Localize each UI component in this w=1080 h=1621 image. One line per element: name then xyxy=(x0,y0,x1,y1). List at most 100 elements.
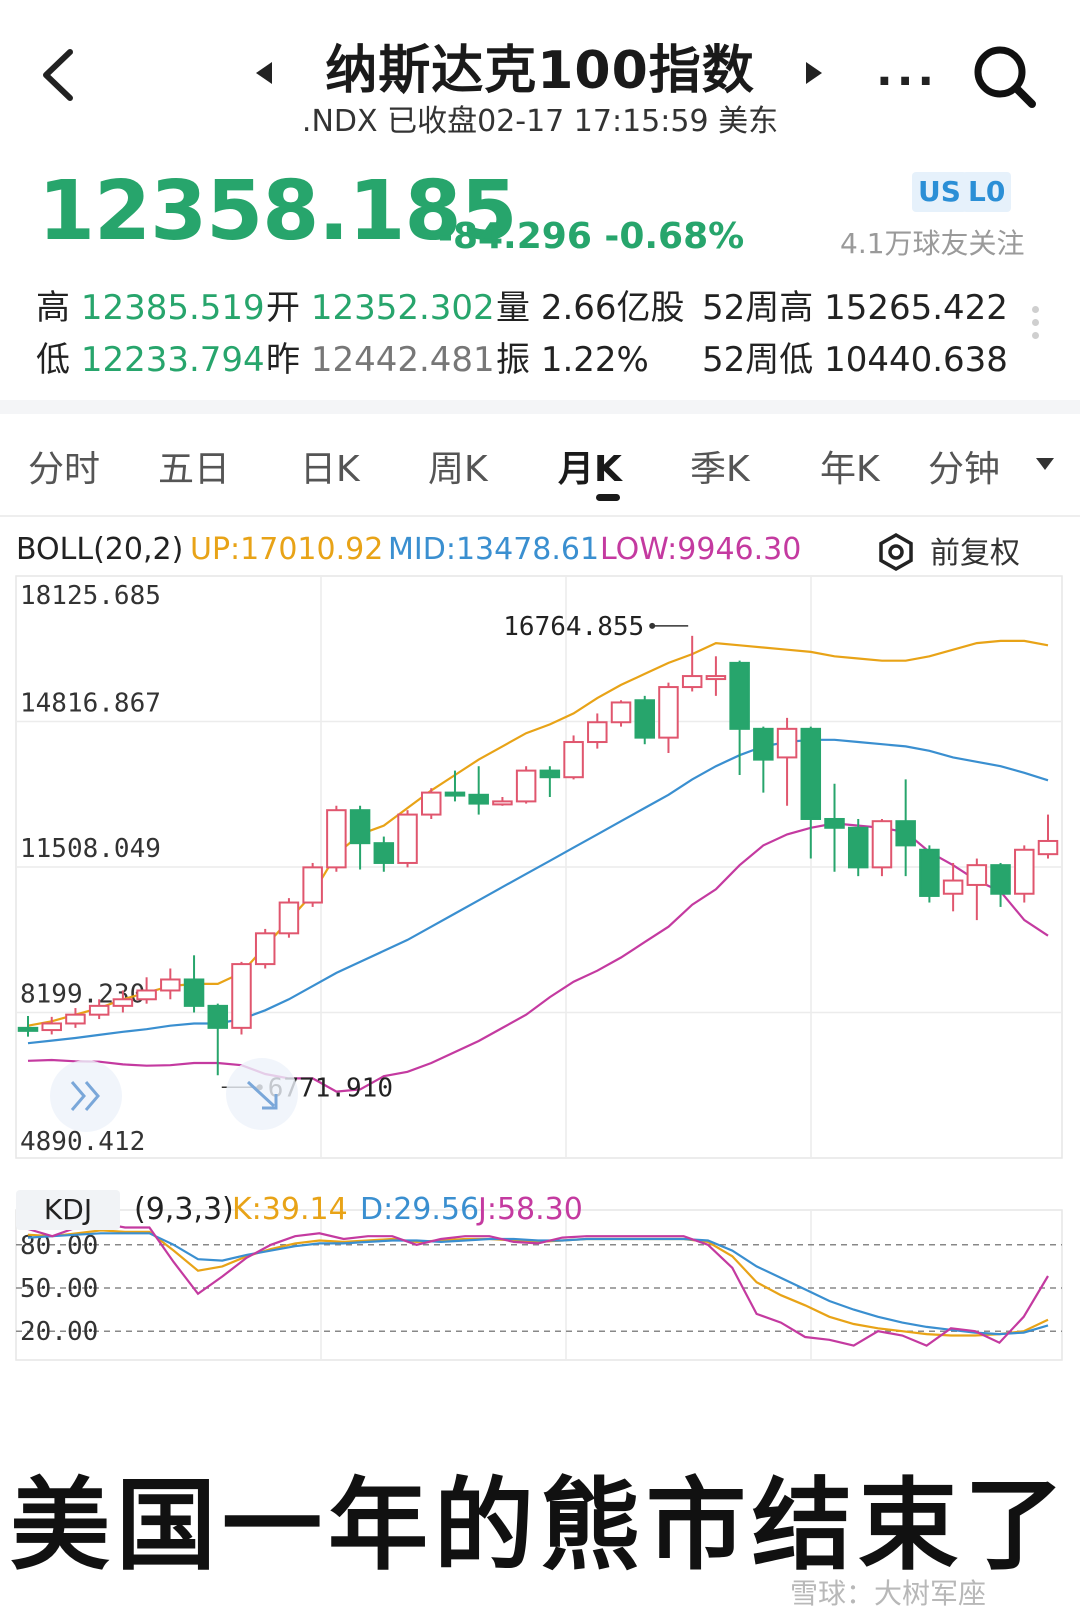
market-badge-us: US xyxy=(912,172,967,212)
stat-prev-close: 昨 12442.481 xyxy=(266,340,495,380)
candle-down xyxy=(895,820,916,847)
boll-upper-band xyxy=(27,639,1049,1027)
candle-up xyxy=(65,1013,86,1025)
followers-count: 4.1万球友关注 xyxy=(840,227,1025,260)
candle-down xyxy=(17,1026,39,1032)
kdj-j-value: J:58.30 xyxy=(478,1192,583,1227)
y-axis-tick-label: 14816.867 xyxy=(20,689,161,719)
more-options-icon[interactable]: ··· xyxy=(876,56,939,107)
tab-five-day[interactable]: 五日 xyxy=(158,449,231,490)
candle-up xyxy=(492,800,513,806)
candle-down xyxy=(373,842,395,864)
kdj-tick-label: 50.00 xyxy=(20,1274,98,1304)
candle-up xyxy=(160,978,181,992)
candle-down xyxy=(919,848,940,897)
candle-up xyxy=(112,998,134,1007)
previous-stock-arrow-icon[interactable] xyxy=(256,62,272,84)
candle-up xyxy=(942,879,964,895)
stat-low: 低 12233.794 xyxy=(36,340,265,380)
candle-up xyxy=(326,809,347,869)
candlestick-chart[interactable]: 18125.68514816.86711508.0498199.2304890.… xyxy=(0,570,1080,1370)
candle-down xyxy=(990,864,1011,895)
candle-down xyxy=(349,809,371,845)
stat-high: 高 12385.519 xyxy=(36,288,265,328)
search-icon[interactable] xyxy=(970,42,1042,114)
section-divider xyxy=(0,400,1080,414)
stat-52w-high: 52周高 15265.422 xyxy=(702,288,1008,328)
candle-up xyxy=(563,741,584,779)
scroll-left-double-chevron-icon[interactable] xyxy=(50,1060,122,1132)
max-marker-dot xyxy=(649,622,656,629)
y-axis-tick-label: 11508.049 xyxy=(20,834,161,864)
page-title: 纳斯达克100指数 xyxy=(325,41,755,101)
kdj-d-line xyxy=(27,1232,1049,1336)
adjust-mode-toggle[interactable]: 前复权 xyxy=(930,536,1020,571)
stat-volume: 量 2.66亿股 xyxy=(496,288,685,328)
candle-down xyxy=(183,978,205,1007)
candle-up xyxy=(136,989,157,1001)
candle-down xyxy=(824,817,845,829)
kdj-d-value: D:29.56 xyxy=(360,1192,480,1227)
boll-label[interactable]: BOLL(20,2) xyxy=(16,532,184,567)
last-price: 12358.185 xyxy=(38,164,518,259)
level-badge-l0[interactable]: L0 xyxy=(962,172,1012,212)
tab-yearly-k[interactable]: 年K xyxy=(820,449,880,490)
boll-middle-band xyxy=(27,738,1049,1045)
candle-up xyxy=(1037,839,1059,856)
candle-down xyxy=(207,1004,229,1029)
candle-up xyxy=(302,866,323,904)
expand-stats-icon[interactable] xyxy=(1032,300,1042,345)
tab-quarterly-k[interactable]: 季K xyxy=(690,449,750,490)
settings-hex-icon[interactable] xyxy=(876,532,916,572)
tabs-divider xyxy=(0,515,1080,517)
stat-amplitude: 振 1.22% xyxy=(496,340,649,380)
y-axis-tick-label: 4890.412 xyxy=(20,1127,145,1157)
candle-up xyxy=(421,791,442,816)
kdj-tick-label: 20.00 xyxy=(20,1317,98,1347)
candle-up xyxy=(610,701,632,724)
candle-up xyxy=(278,901,300,935)
active-tab-indicator xyxy=(596,494,620,501)
watermark: 雪球：大树军座 xyxy=(790,1577,987,1610)
market-status: .NDX 已收盘02-17 17:15:59 美东 xyxy=(301,104,779,139)
candle-up xyxy=(658,686,679,739)
quote-stats: 高 12385.519 开 12352.302 量 2.66亿股 52周高 15… xyxy=(0,280,1080,380)
tab-intraday[interactable]: 分时 xyxy=(28,449,101,490)
tab-daily-k[interactable]: 日K xyxy=(300,449,360,490)
candle-up xyxy=(41,1022,62,1032)
tab-minute[interactable]: 分钟 xyxy=(928,449,1001,490)
max-price-label: 16764.855 xyxy=(503,612,644,642)
candle-down xyxy=(800,727,822,820)
candle-up xyxy=(966,864,988,886)
kdj-label[interactable]: KDJ xyxy=(16,1190,120,1230)
boll-lower-band xyxy=(27,822,1049,1093)
minute-dropdown-caret-icon[interactable] xyxy=(1036,458,1054,470)
candle-down xyxy=(444,791,466,797)
stat-52w-low: 52周低 10440.638 xyxy=(702,340,1008,380)
back-arrow-icon[interactable] xyxy=(30,40,90,110)
stat-open: 开 12352.302 xyxy=(266,288,495,328)
reset-zoom-arrow-icon[interactable] xyxy=(226,1058,298,1130)
overlay-caption: 美国一年的熊市结束了 xyxy=(10,1467,1070,1584)
boll-up-value: UP:17010.92 xyxy=(190,532,384,567)
candle-up xyxy=(776,727,798,759)
tab-monthly-k[interactable]: 月K xyxy=(558,449,622,490)
boll-low-value: LOW:9946.30 xyxy=(600,532,802,567)
candle-up xyxy=(397,813,418,864)
candle-up xyxy=(871,820,893,869)
y-axis-tick-label: 18125.685 xyxy=(20,581,161,611)
candle-up xyxy=(231,963,252,1029)
candle-up xyxy=(515,769,537,803)
price-change: -84.296 -0.68% xyxy=(438,216,745,257)
kdj-k-line xyxy=(27,1229,1049,1337)
kdj-params: (9,3,3) xyxy=(134,1192,234,1227)
candle-up xyxy=(1014,848,1035,895)
candle-up xyxy=(88,1004,110,1016)
candle-up xyxy=(681,675,703,689)
candle-up xyxy=(705,675,727,681)
next-stock-arrow-icon[interactable] xyxy=(806,62,822,84)
kdj-plot-frame xyxy=(15,1209,1063,1361)
candle-down xyxy=(729,661,750,730)
candle-up xyxy=(254,932,276,966)
tab-weekly-k[interactable]: 周K xyxy=(428,449,488,490)
